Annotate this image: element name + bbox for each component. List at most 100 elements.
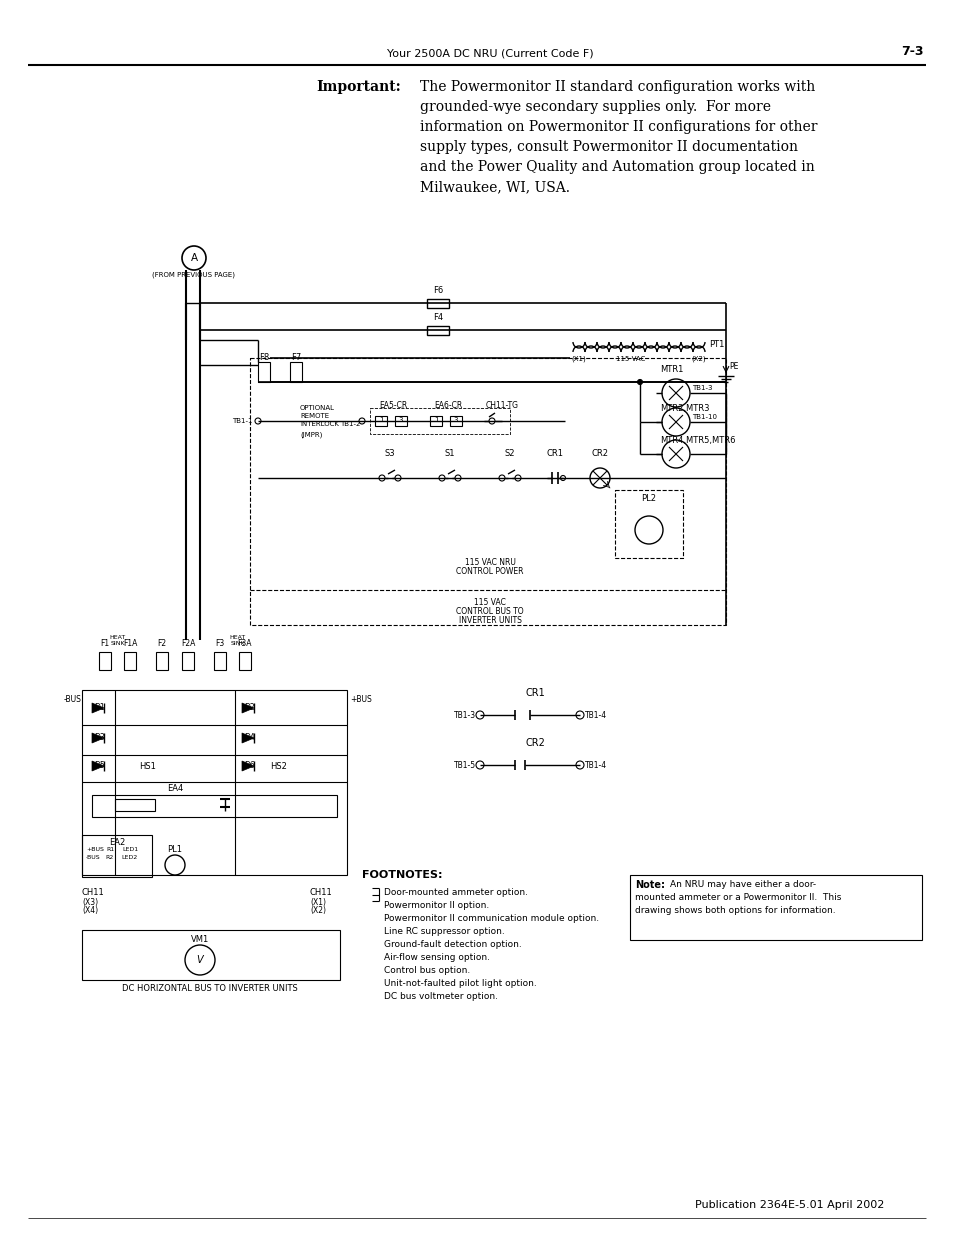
Text: Air-flow sensing option.: Air-flow sensing option. bbox=[384, 953, 490, 962]
Bar bbox=[290, 362, 302, 382]
Text: F3A: F3A bbox=[237, 638, 252, 648]
Text: drawing shows both options for information.: drawing shows both options for informati… bbox=[635, 906, 835, 915]
Text: (JMPR): (JMPR) bbox=[299, 431, 322, 437]
Text: Ground-fault detection option.: Ground-fault detection option. bbox=[384, 940, 521, 948]
Bar bbox=[213, 652, 226, 671]
Text: D2: D2 bbox=[244, 704, 255, 713]
Bar bbox=[156, 652, 168, 671]
Bar bbox=[250, 358, 725, 625]
Text: CR1: CR1 bbox=[524, 688, 544, 698]
Text: 115 VAC NRU: 115 VAC NRU bbox=[464, 558, 515, 567]
Text: MTR4,MTR5,MTR6: MTR4,MTR5,MTR6 bbox=[659, 436, 735, 445]
Text: Control bus option.: Control bus option. bbox=[384, 966, 470, 974]
Text: 3: 3 bbox=[454, 417, 457, 424]
Text: 115 VAC: 115 VAC bbox=[616, 356, 645, 362]
Bar bbox=[82, 690, 347, 876]
Text: S3: S3 bbox=[384, 450, 395, 458]
Text: PL2: PL2 bbox=[640, 494, 656, 503]
Text: F1A: F1A bbox=[123, 638, 137, 648]
Text: PE: PE bbox=[728, 362, 738, 370]
Text: CR2: CR2 bbox=[524, 739, 544, 748]
Text: CH11: CH11 bbox=[82, 888, 105, 897]
Text: (X4): (X4) bbox=[82, 906, 98, 915]
Bar bbox=[370, 408, 510, 433]
Bar bbox=[82, 835, 152, 877]
Text: Unit-not-faulted pilot light option.: Unit-not-faulted pilot light option. bbox=[384, 979, 537, 988]
Text: HEAT: HEAT bbox=[230, 635, 246, 640]
Text: HS2: HS2 bbox=[270, 762, 287, 771]
Polygon shape bbox=[242, 703, 253, 713]
Text: Your 2500A DC NRU (Current Code F): Your 2500A DC NRU (Current Code F) bbox=[386, 48, 593, 58]
Text: TB1-4: TB1-4 bbox=[584, 710, 606, 720]
Bar bbox=[430, 416, 441, 426]
Polygon shape bbox=[91, 761, 104, 771]
Circle shape bbox=[637, 379, 641, 384]
Polygon shape bbox=[242, 761, 253, 771]
Text: SINK: SINK bbox=[111, 641, 125, 646]
Text: Powermonitor II communication module option.: Powermonitor II communication module opt… bbox=[384, 914, 598, 923]
Text: CONTROL POWER: CONTROL POWER bbox=[456, 567, 523, 576]
Bar bbox=[257, 362, 270, 382]
Text: 1: 1 bbox=[378, 417, 383, 424]
Text: DC HORIZONTAL BUS TO INVERTER UNITS: DC HORIZONTAL BUS TO INVERTER UNITS bbox=[122, 984, 297, 993]
Text: LED1: LED1 bbox=[122, 847, 138, 852]
Text: F1: F1 bbox=[100, 638, 110, 648]
Text: D4: D4 bbox=[244, 734, 255, 742]
Polygon shape bbox=[91, 734, 104, 743]
Text: D3: D3 bbox=[94, 734, 105, 742]
Text: +BUS: +BUS bbox=[350, 695, 372, 704]
Bar bbox=[82, 930, 339, 981]
Text: D1: D1 bbox=[94, 704, 105, 713]
Text: EA5-CR: EA5-CR bbox=[378, 401, 407, 410]
Text: Line RC suppressor option.: Line RC suppressor option. bbox=[384, 927, 504, 936]
Text: TB1-2: TB1-2 bbox=[339, 421, 360, 427]
Text: F6: F6 bbox=[433, 287, 442, 295]
Text: PT1: PT1 bbox=[708, 340, 723, 350]
Text: Note:: Note: bbox=[635, 881, 664, 890]
Text: A: A bbox=[191, 253, 197, 263]
Text: MTR1: MTR1 bbox=[659, 366, 682, 374]
Bar bbox=[450, 416, 461, 426]
Text: 1: 1 bbox=[434, 417, 437, 424]
Bar bbox=[239, 652, 251, 671]
Text: and the Power Quality and Automation group located in: and the Power Quality and Automation gro… bbox=[419, 161, 814, 174]
Text: (FROM PREVIOUS PAGE): (FROM PREVIOUS PAGE) bbox=[152, 272, 235, 279]
Text: S2: S2 bbox=[504, 450, 515, 458]
Text: mounted ammeter or a Powermonitor II.  This: mounted ammeter or a Powermonitor II. Th… bbox=[635, 893, 841, 902]
Text: F8: F8 bbox=[258, 353, 269, 362]
Text: FOOTNOTES:: FOOTNOTES: bbox=[361, 869, 442, 881]
Text: Powermonitor II option.: Powermonitor II option. bbox=[384, 902, 489, 910]
Text: R1: R1 bbox=[106, 847, 114, 852]
Bar bbox=[427, 326, 449, 335]
Text: information on Powermonitor II configurations for other: information on Powermonitor II configura… bbox=[419, 120, 817, 135]
Text: S1: S1 bbox=[444, 450, 455, 458]
Text: CONTROL BUS TO: CONTROL BUS TO bbox=[456, 606, 523, 616]
Text: INVERTER UNITS: INVERTER UNITS bbox=[458, 616, 521, 625]
Text: LED2: LED2 bbox=[122, 855, 138, 860]
Text: (X1): (X1) bbox=[310, 898, 326, 906]
Polygon shape bbox=[242, 734, 253, 743]
Polygon shape bbox=[91, 703, 104, 713]
Text: EA6-CR: EA6-CR bbox=[434, 401, 461, 410]
Text: D6: D6 bbox=[244, 762, 255, 771]
Bar bbox=[99, 652, 111, 671]
Text: CH11-TG: CH11-TG bbox=[485, 401, 518, 410]
Text: EA4: EA4 bbox=[167, 784, 183, 793]
Text: HEAT: HEAT bbox=[110, 635, 126, 640]
Text: F7: F7 bbox=[291, 353, 301, 362]
Text: grounded-wye secondary supplies only.  For more: grounded-wye secondary supplies only. Fo… bbox=[419, 100, 770, 114]
Text: Door-mounted ammeter option.: Door-mounted ammeter option. bbox=[384, 888, 527, 897]
Text: TB1-5: TB1-5 bbox=[454, 761, 476, 769]
Text: VM1: VM1 bbox=[191, 935, 209, 944]
Text: EA2: EA2 bbox=[109, 839, 125, 847]
Text: TB1-10: TB1-10 bbox=[691, 414, 717, 420]
Text: Publication 2364E-5.01 April 2002: Publication 2364E-5.01 April 2002 bbox=[695, 1200, 883, 1210]
Text: D5: D5 bbox=[94, 762, 105, 771]
Text: 3: 3 bbox=[398, 417, 403, 424]
Bar bbox=[375, 416, 387, 426]
Text: TB1-1: TB1-1 bbox=[233, 417, 253, 424]
Text: -BUS: -BUS bbox=[64, 695, 82, 704]
Text: (X3): (X3) bbox=[82, 898, 98, 906]
Text: (X1): (X1) bbox=[571, 356, 585, 363]
Text: DC bus voltmeter option.: DC bus voltmeter option. bbox=[384, 992, 497, 1002]
